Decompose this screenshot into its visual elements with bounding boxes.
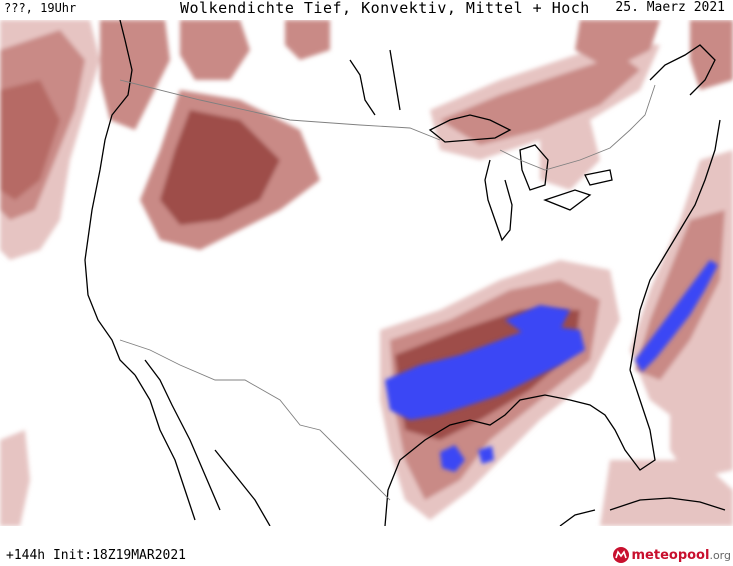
- coastline-gulf: [384, 369, 656, 526]
- border-us-canada: [119, 79, 656, 171]
- coastline-lake-superior: [428, 114, 512, 143]
- meteopool-logo: meteopool.org: [612, 544, 732, 566]
- cloud-area-great-lakes-dense: [440, 55, 640, 145]
- map-canvas: [0, 20, 733, 526]
- cloud-layer: [0, 20, 733, 526]
- coastline-atlantic: [629, 119, 721, 371]
- convective-layer: [385, 260, 718, 472]
- coastline-pacific: [84, 20, 136, 376]
- cloud-area-rockies-dense: [160, 110, 280, 225]
- coastline-mexico-pacific: [214, 449, 271, 526]
- cloud-area-caribbean: [600, 460, 733, 526]
- coastline-cuba: [609, 497, 726, 511]
- cloud-area-baja: [0, 430, 30, 526]
- coastline-new-england: [649, 44, 716, 96]
- coastline-hudson-lakes: [349, 49, 401, 116]
- map-footer: +144h Init:18Z19MAR2021 meteopool.org: [0, 526, 733, 566]
- coastline-lake-erie: [543, 189, 592, 211]
- cloud-density-map: [0, 20, 733, 526]
- convective-area-east-line: [635, 260, 718, 372]
- coastline-lake-huron: [519, 144, 549, 191]
- cloud-area-northeast: [690, 20, 733, 90]
- cloud-area-north-rockies: [180, 20, 250, 80]
- coastline-lake-ontario: [584, 169, 613, 186]
- coastline-lake-michigan: [484, 159, 513, 242]
- cloud-area-pacific-core: [0, 80, 60, 200]
- meteopool-wordmark: meteopool.org: [631, 547, 732, 563]
- coastlines: [84, 20, 726, 526]
- convective-area-gulf: [385, 325, 585, 420]
- coastline-yucatan: [559, 509, 596, 526]
- cloud-area-quebec: [575, 20, 660, 70]
- political-borders: [119, 79, 656, 501]
- location-time-label: ???, 19Uhr: [4, 1, 77, 15]
- map-header: ???, 19Uhr Wolkendichte Tief, Konvektiv,…: [0, 0, 733, 20]
- forecast-date: 25. Maerz 2021: [615, 0, 725, 15]
- convective-area-gulf-north: [505, 305, 570, 338]
- convective-area-louisiana: [478, 446, 494, 464]
- convective-area-texas: [440, 445, 465, 472]
- meteopool-logo-icon: [612, 547, 629, 563]
- cloud-area-ohio: [540, 120, 600, 190]
- map-title: Wolkendichte Tief, Konvektiv, Mittel + H…: [180, 0, 590, 17]
- border-us-mexico: [119, 339, 391, 501]
- coastline-gulf-california: [144, 359, 221, 511]
- coastline-baja: [134, 374, 196, 521]
- cloud-area-dakotas: [285, 20, 330, 60]
- cloud-area-northwest: [100, 20, 170, 130]
- run-info-label: +144h Init:18Z19MAR2021: [6, 548, 187, 563]
